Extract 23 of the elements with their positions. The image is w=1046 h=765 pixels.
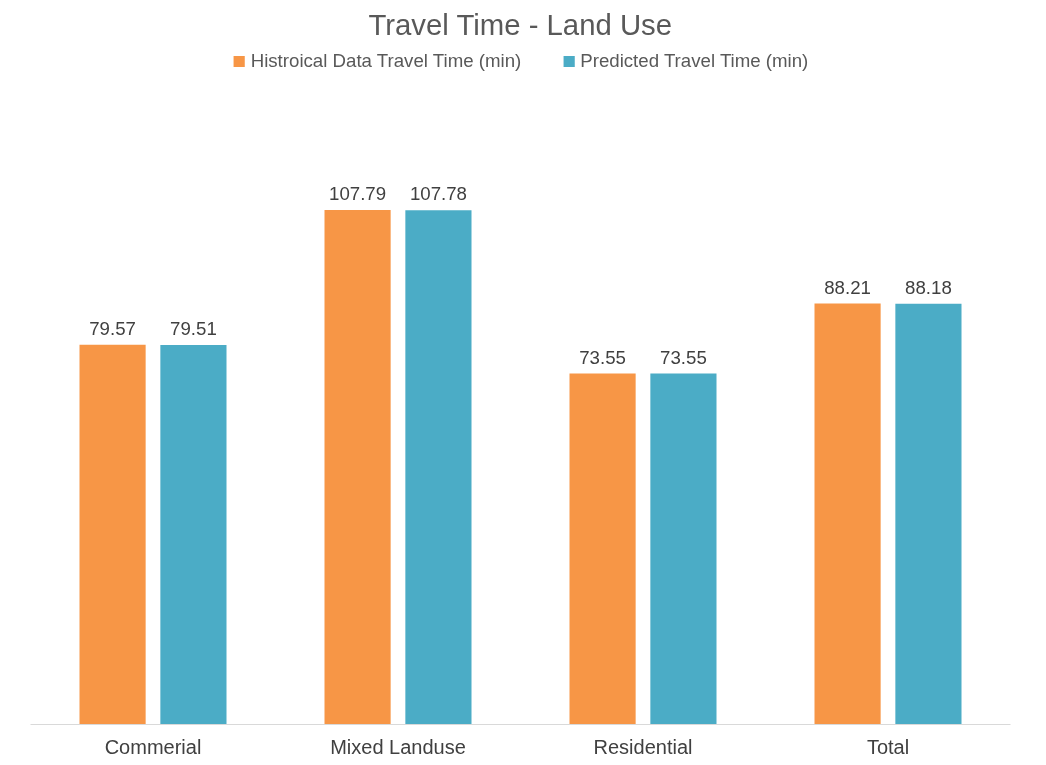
data-label: 73.55 bbox=[660, 346, 707, 368]
data-label: 79.57 bbox=[89, 317, 136, 339]
x-tick-label: Mixed Landuse bbox=[330, 735, 466, 758]
bar bbox=[895, 303, 962, 725]
legend-label: Predicted Travel Time (min) bbox=[580, 50, 809, 72]
bar bbox=[405, 210, 472, 725]
data-label: 73.55 bbox=[579, 346, 626, 368]
chart-title: Travel Time - Land Use bbox=[368, 7, 673, 41]
x-tick-label: Total bbox=[866, 735, 910, 758]
bar bbox=[569, 373, 636, 725]
legend-label: Histroical Data Travel Time (min) bbox=[250, 50, 522, 72]
data-label: 88.21 bbox=[824, 276, 871, 298]
bar bbox=[324, 210, 391, 725]
bar bbox=[79, 344, 146, 725]
data-label: 79.51 bbox=[170, 318, 217, 340]
data-label: 88.18 bbox=[905, 276, 952, 298]
data-label: 107.79 bbox=[329, 183, 387, 205]
x-tick-label: Commerial bbox=[104, 735, 202, 758]
data-label: 107.78 bbox=[409, 183, 467, 205]
x-tick-label: Residential bbox=[593, 735, 693, 758]
bar bbox=[650, 373, 717, 725]
bar bbox=[160, 345, 227, 725]
bar bbox=[814, 303, 881, 725]
